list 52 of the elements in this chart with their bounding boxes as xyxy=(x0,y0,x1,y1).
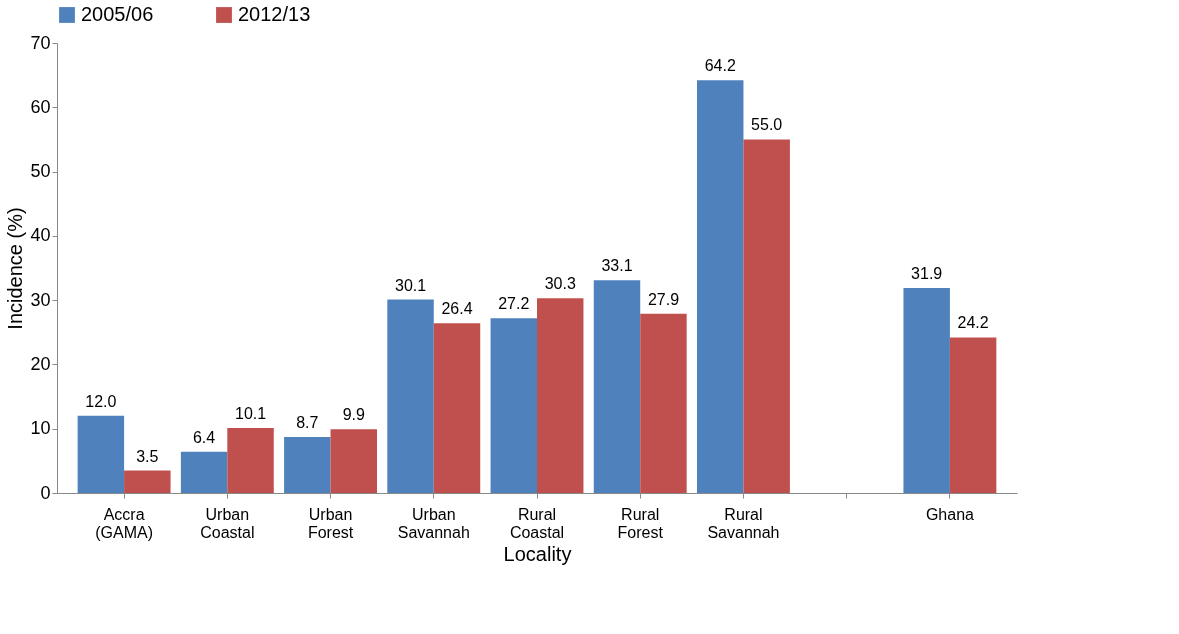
bar xyxy=(903,287,950,493)
data-label: 30.3 xyxy=(544,275,576,293)
y-axis-title: Incidence (%) xyxy=(4,207,27,330)
legend-label: 2012/13 xyxy=(238,3,311,25)
bar xyxy=(697,80,744,493)
bar xyxy=(227,428,274,493)
x-axis-title: Locality xyxy=(503,542,572,565)
x-tick-label: Urban Coastal xyxy=(200,505,255,541)
bar xyxy=(124,470,171,493)
data-label: 33.1 xyxy=(601,257,633,275)
bar xyxy=(387,299,434,493)
bar xyxy=(593,280,641,493)
x-tick-label: Urban Savannah xyxy=(397,505,470,541)
x-tick-label: Accra (GAMA) xyxy=(95,505,153,541)
y-tick-label: 40 xyxy=(30,225,51,246)
bar xyxy=(743,139,790,493)
data-label: 31.9 xyxy=(911,264,943,282)
bar xyxy=(284,437,331,493)
x-tick-label: Rural Savannah xyxy=(707,505,780,541)
x-tick-label: Ghana xyxy=(925,505,975,523)
bar xyxy=(537,298,584,493)
data-label: 12.0 xyxy=(85,392,117,410)
data-label: 27.2 xyxy=(498,295,530,313)
data-label: 64.2 xyxy=(704,57,736,75)
data-label: 9.9 xyxy=(342,406,365,424)
data-label: 30.1 xyxy=(394,276,427,294)
data-label: 10.1 xyxy=(234,405,267,423)
x-tick-label: Rural Coastal xyxy=(509,505,565,541)
y-tick-label: 10 xyxy=(30,418,51,439)
data-label: 3.5 xyxy=(136,447,159,465)
bar xyxy=(180,451,228,493)
bar xyxy=(330,429,377,493)
data-label: 27.9 xyxy=(647,290,680,308)
legend-label: 2005/06 xyxy=(81,3,154,25)
y-tick-label: 20 xyxy=(30,353,51,374)
data-label: 8.7 xyxy=(296,414,319,432)
bar xyxy=(640,313,687,493)
x-tick-label: Urban Forest xyxy=(307,505,354,541)
y-tick-label: 60 xyxy=(30,96,51,117)
y-tick-label: 0 xyxy=(40,482,51,503)
bar xyxy=(949,337,997,493)
y-tick-label: 30 xyxy=(30,289,51,310)
x-tick-label: Rural Forest xyxy=(617,505,664,541)
bar xyxy=(490,318,537,493)
bar xyxy=(433,323,481,493)
bar xyxy=(77,415,125,493)
data-label: 55.0 xyxy=(751,116,783,134)
data-label: 26.4 xyxy=(441,300,473,318)
data-label: 24.2 xyxy=(957,314,989,332)
y-tick-label: 50 xyxy=(30,161,51,182)
y-tick-label: 70 xyxy=(30,32,51,53)
data-label: 6.4 xyxy=(192,428,216,446)
